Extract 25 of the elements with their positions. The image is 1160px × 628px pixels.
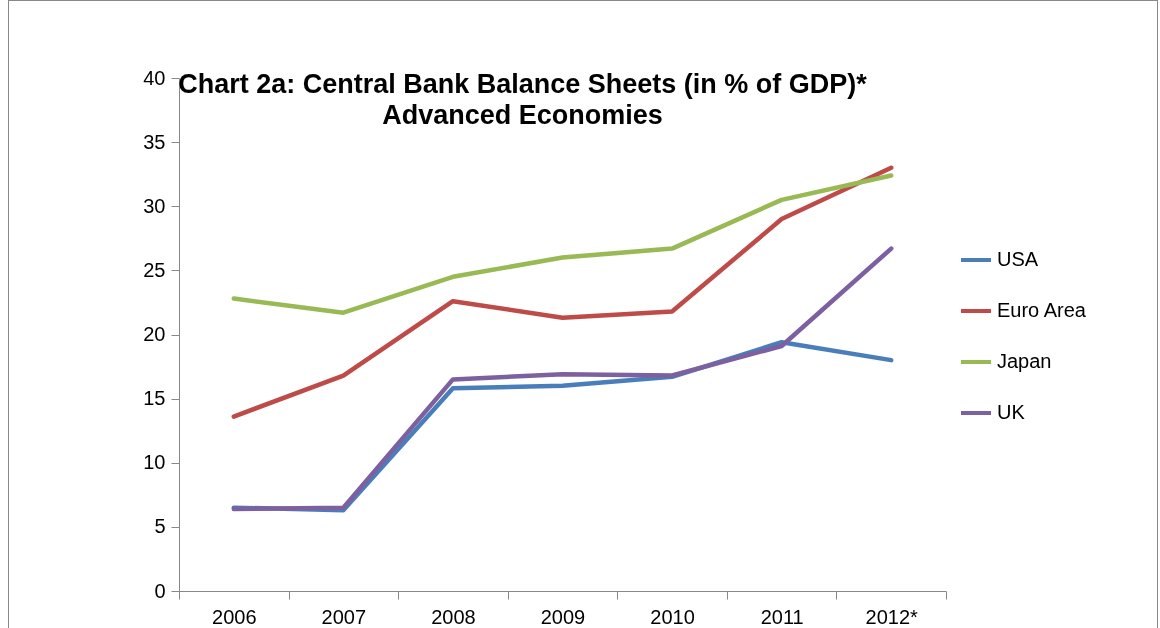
text: Advanced Economies: [382, 100, 663, 130]
x-tick-label: 2006: [212, 605, 257, 628]
x-tick-label: 2012*: [865, 605, 919, 628]
x-tick-label: 2010: [650, 605, 695, 628]
line-series: [231, 246, 894, 512]
y-tick-label: 40: [143, 66, 166, 89]
y-tick-label: 35: [143, 130, 166, 153]
chart-title: Chart 2a: Central Bank Balance Sheets (in % of GDP)*: [178, 69, 868, 99]
line-series: [231, 173, 894, 315]
y-tick-label: 10: [143, 451, 166, 474]
legend-label: Euro Area: [997, 299, 1087, 321]
y-tick-label: 30: [143, 194, 166, 217]
legend-label: UK: [997, 401, 1026, 423]
x-tick-label: 2007: [321, 605, 367, 628]
y-tick-label: 5: [154, 515, 166, 538]
x-tick-label: 2011: [760, 605, 804, 628]
y-tick-label: 15: [143, 387, 166, 410]
legend-label: Japan: [997, 350, 1052, 372]
line-series: [231, 165, 894, 419]
x-tick-label: 2008: [431, 605, 476, 628]
x-tick-label: 2009: [540, 605, 586, 628]
y-tick-label: 20: [143, 323, 166, 345]
y-tick-label: 25: [143, 258, 166, 281]
legend-label: USA: [997, 248, 1039, 270]
y-tick-label: 0: [154, 579, 166, 602]
